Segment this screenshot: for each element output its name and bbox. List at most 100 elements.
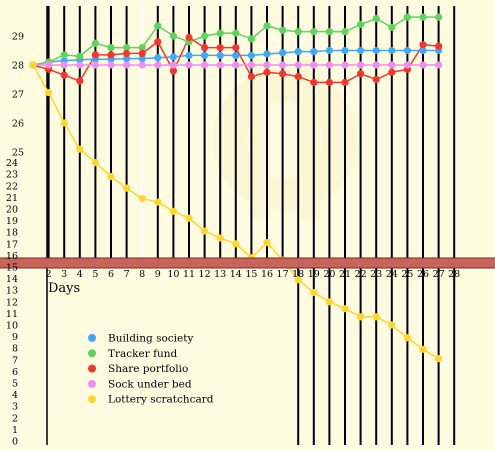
point-tracker-fund-9	[154, 22, 162, 30]
point-lottery-scratchcard-11	[185, 214, 193, 222]
point-sock-under-bed-8	[138, 61, 146, 69]
legend-marker-tracker-fund	[88, 349, 96, 358]
point-share-portfolio-19	[310, 78, 318, 86]
point-share-portfolio-10	[169, 67, 177, 75]
point-share-portfolio-7	[123, 49, 131, 58]
x-tick-label-24: 24	[386, 269, 398, 280]
point-lottery-scratchcard-18	[294, 276, 302, 284]
point-tracker-fund-5	[91, 39, 99, 47]
point-lottery-scratchcard-3	[60, 119, 68, 127]
y-tick-label-25: 25	[12, 148, 24, 159]
point-share-portfolio-9	[154, 38, 162, 46]
y-tick-label-19: 19	[6, 216, 18, 227]
point-share-portfolio-13	[216, 44, 224, 52]
y-tick-label-13: 13	[6, 286, 18, 297]
point-building-society-10	[169, 53, 177, 61]
y-tick-label-20: 20	[6, 205, 18, 216]
x-tick-labels: 2 3 4 5 6 7 8 9 10 11 12 13 14 15 16 17 18 19 20 21 22 23 24 25…	[46, 269, 461, 280]
point-sock-under-bed-3	[60, 61, 68, 69]
point-sock-under-bed-13	[216, 61, 224, 69]
point-tracker-fund-23	[372, 15, 380, 23]
legend-label-tracker-fund: Tracker fund	[108, 348, 178, 360]
point-sock-under-bed-17	[279, 61, 287, 69]
point-building-society-7	[123, 55, 131, 63]
y-tick-label-28: 28	[12, 61, 24, 72]
point-share-portfolio-20	[325, 78, 333, 86]
point-tracker-fund-4	[76, 52, 84, 60]
point-share-portfolio-17	[279, 70, 287, 78]
point-building-society-26	[419, 46, 427, 55]
point-tracker-fund-13	[216, 29, 224, 37]
point-sock-under-bed-6	[107, 61, 115, 69]
point-sock-under-bed-12	[201, 61, 209, 69]
y-tick-label-2: 2	[12, 413, 18, 424]
point-share-portfolio-14	[232, 44, 240, 52]
y-tick-label-4: 4	[12, 390, 18, 401]
point-sock-under-bed-4	[76, 61, 84, 69]
point-tracker-fund-3	[60, 51, 68, 59]
point-sock-under-bed-22	[357, 61, 365, 69]
point-tracker-fund-18	[294, 28, 302, 36]
point-sock-under-bed-10	[169, 61, 177, 69]
y-tick-label-15: 15	[6, 263, 18, 274]
point-lottery-scratchcard-9	[154, 198, 162, 206]
y-tick-label-7: 7	[12, 355, 18, 366]
legend-marker-building-society	[88, 334, 96, 342]
point-building-society-22	[357, 46, 365, 55]
x-tick-label-4: 4	[77, 269, 83, 280]
x-tick-label-11: 11	[183, 269, 195, 280]
x-tick-label-17: 17	[277, 269, 289, 280]
x-tick-label-27: 27	[433, 269, 445, 280]
point-building-society-19	[310, 48, 318, 56]
x-tick-label-22: 22	[355, 269, 367, 280]
y-tick-label-14: 14	[6, 274, 18, 285]
point-lottery-scratchcard-25	[403, 334, 411, 342]
point-lottery-scratchcard-13	[216, 234, 224, 242]
point-sock-under-bed-25	[403, 61, 411, 69]
point-lottery-scratchcard-1	[29, 61, 37, 69]
x-tick-label-5: 5	[92, 269, 98, 280]
point-share-portfolio-24	[388, 68, 396, 76]
point-sock-under-bed-11	[185, 61, 193, 69]
point-tracker-fund-8	[138, 44, 146, 52]
point-lottery-scratchcard-8	[138, 194, 146, 203]
x-tick-label-25: 25	[401, 269, 413, 280]
point-lottery-scratchcard-4	[76, 145, 84, 153]
y-tick-label-17: 17	[6, 239, 18, 250]
point-building-society-15	[247, 51, 255, 60]
point-lottery-scratchcard-20	[325, 298, 333, 306]
y-tick-label-23: 23	[6, 170, 18, 181]
point-sock-under-bed-18	[294, 61, 302, 69]
legend-label-lottery-scratchcard: Lottery scratchcard	[108, 394, 214, 406]
point-lottery-scratchcard-7	[123, 184, 131, 192]
point-lottery-scratchcard-19	[310, 288, 318, 297]
x-axis-title: Days	[48, 281, 80, 296]
y-tick-label-8: 8	[12, 344, 18, 355]
x-tick-label-10: 10	[167, 269, 179, 280]
point-tracker-fund-20	[325, 28, 333, 36]
point-sock-under-bed-7	[123, 61, 131, 69]
x-tick-label-16: 16	[261, 269, 273, 280]
y-tick-label-16: 16	[6, 251, 18, 262]
point-lottery-scratchcard-14	[232, 240, 240, 248]
y-tick-labels: 2526272829012345678910111213141516171819…	[6, 32, 24, 448]
point-building-society-12	[201, 51, 209, 60]
point-share-portfolio-26	[419, 41, 427, 49]
point-building-society-18	[294, 48, 302, 56]
point-tracker-fund-26	[419, 13, 427, 21]
x-tick-label-2: 2	[46, 269, 52, 280]
x-tick-label-18: 18	[292, 269, 304, 280]
point-sock-under-bed-16	[263, 61, 271, 69]
y-tick-label-24: 24	[6, 158, 18, 169]
point-lottery-scratchcard-23	[372, 313, 380, 321]
point-tracker-fund-6	[107, 44, 115, 52]
x-tick-label-19: 19	[308, 269, 320, 280]
point-building-society-8	[138, 55, 146, 63]
point-share-portfolio-22	[357, 70, 365, 78]
point-lottery-scratchcard-27	[435, 355, 443, 363]
point-lottery-scratchcard-12	[201, 227, 209, 235]
point-sock-under-bed-2	[45, 61, 53, 69]
point-share-portfolio-27	[435, 42, 443, 50]
point-tracker-fund-27	[435, 13, 443, 21]
point-sock-under-bed-26	[419, 61, 427, 69]
